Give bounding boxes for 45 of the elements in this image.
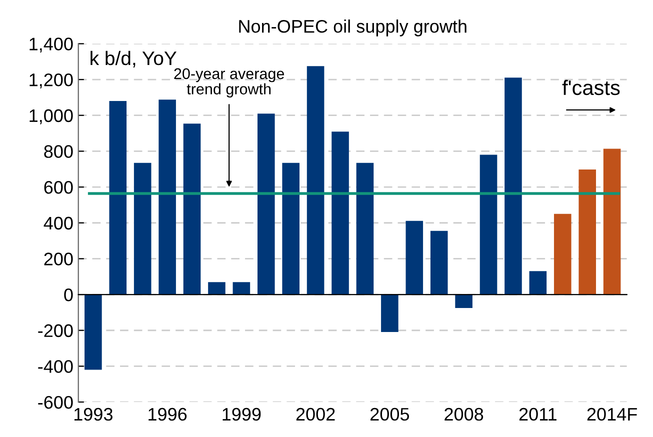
bar <box>257 114 275 295</box>
bar <box>183 124 201 295</box>
x-tick-label: 1993 <box>74 408 112 421</box>
y-axis-title: k b/d, YoY <box>90 50 176 68</box>
bar <box>282 162 300 295</box>
y-tick-label: -200 <box>38 324 73 338</box>
y-tick-label: -600 <box>38 396 73 409</box>
y-tick-label: -400 <box>38 360 73 373</box>
bar <box>356 162 374 295</box>
bar <box>406 220 424 295</box>
bar <box>158 100 176 295</box>
annotation: f'casts <box>562 80 620 96</box>
x-tick-label: 2008 <box>444 408 484 421</box>
bar <box>306 66 324 295</box>
y-tick-label: 400 <box>44 216 73 230</box>
annotation: 20-year average trend growth <box>174 68 284 98</box>
x-tick-label: 2005 <box>370 408 410 421</box>
bar <box>504 78 522 295</box>
bar <box>554 214 572 295</box>
bar <box>430 230 448 295</box>
bar <box>480 154 498 295</box>
y-tick-label: 800 <box>44 145 73 158</box>
bar <box>455 294 472 308</box>
x-tick-label: 1999 <box>222 408 261 421</box>
chart-title: Non-OPEC oil supply growth <box>239 20 466 36</box>
bar <box>109 101 127 295</box>
bar <box>134 162 152 295</box>
y-tick-label: 600 <box>44 180 73 194</box>
y-tick-label: 1,200 <box>30 73 73 88</box>
y-tick-label: 1,400 <box>30 38 73 53</box>
bar <box>332 132 349 295</box>
y-tick-label: 1,000 <box>30 109 73 124</box>
bar <box>208 282 226 295</box>
bar <box>232 282 250 295</box>
bar <box>578 169 596 295</box>
x-tick-label: 1996 <box>148 408 187 421</box>
x-tick-label: 2002 <box>296 408 335 421</box>
y-tick-label: 200 <box>44 252 73 266</box>
bar <box>84 294 102 370</box>
bar <box>529 271 547 295</box>
bar <box>381 294 398 332</box>
x-tick-label: 2014F <box>587 408 637 421</box>
bar <box>603 148 621 295</box>
x-tick-label: 2011 <box>519 408 556 421</box>
y-tick-label: 0 <box>64 288 73 302</box>
